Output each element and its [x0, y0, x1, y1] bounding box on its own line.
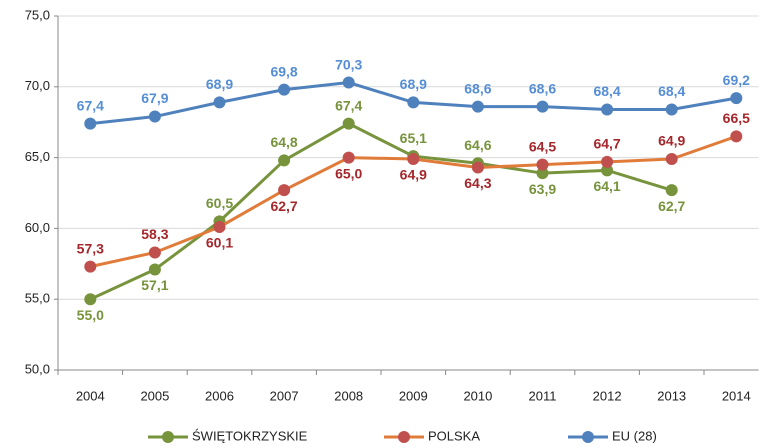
legend-label: POLSKA: [428, 428, 480, 443]
value-label: 68,4: [658, 83, 685, 99]
value-label: 65,1: [400, 130, 427, 146]
value-label: 60,5: [206, 195, 233, 211]
value-label: 57,3: [77, 240, 104, 256]
x-tick-label: 2013: [657, 388, 686, 403]
point: [407, 153, 420, 166]
point: [665, 103, 678, 116]
point: [84, 260, 97, 273]
value-label: 62,7: [270, 198, 297, 214]
legend-marker: [398, 431, 410, 443]
y-tick-label: 60,0: [25, 220, 50, 235]
point: [148, 263, 161, 276]
series-line: [89, 121, 673, 301]
x-tick-label: 2010: [463, 388, 492, 403]
value-label: 69,8: [270, 63, 297, 79]
point: [730, 92, 743, 105]
y-tick-label: 75,0: [25, 7, 50, 22]
x-tick-label: 2011: [529, 388, 557, 403]
y-tick-label: 55,0: [25, 291, 50, 306]
point: [665, 153, 678, 166]
value-label: 60,1: [206, 235, 233, 251]
point: [536, 158, 549, 171]
point: [148, 110, 161, 123]
point: [278, 83, 291, 96]
value-label: 66,5: [723, 110, 750, 126]
point: [407, 96, 420, 109]
point: [730, 130, 743, 143]
point: [471, 100, 484, 113]
value-label: 55,0: [77, 307, 104, 323]
value-label: 68,9: [206, 76, 233, 92]
legend-marker: [582, 431, 594, 443]
legend-label: EU (28): [612, 428, 657, 443]
value-label: 67,4: [77, 97, 104, 113]
point: [84, 293, 97, 306]
value-label: 64,6: [464, 137, 491, 153]
point: [342, 151, 355, 164]
value-label: 68,9: [400, 76, 427, 92]
x-tick-label: 2008: [334, 388, 363, 403]
point: [601, 155, 614, 168]
value-label: 64,9: [658, 133, 685, 149]
point: [213, 220, 226, 233]
y-tick-label: 50,0: [25, 361, 50, 376]
value-label: 70,3: [335, 56, 362, 72]
point: [84, 117, 97, 130]
value-label: 58,3: [141, 226, 168, 242]
point: [601, 164, 614, 177]
legend-marker: [162, 431, 174, 443]
value-label: 64,7: [593, 136, 620, 152]
value-label: 68,6: [464, 80, 491, 96]
point: [278, 184, 291, 197]
value-label: 64,9: [400, 167, 427, 183]
point: [213, 96, 226, 109]
value-label: 67,9: [141, 90, 168, 106]
legend-label: ŚWIĘTOKRZYSKIE: [192, 428, 308, 443]
x-tick-label: 2012: [593, 388, 622, 403]
point: [536, 167, 549, 180]
point: [601, 103, 614, 116]
value-label: 64,5: [529, 138, 556, 154]
point: [342, 76, 355, 89]
value-label: 68,6: [529, 80, 556, 96]
x-tick-label: 2006: [205, 388, 234, 403]
x-tick-label: 2005: [140, 388, 169, 403]
y-tick-label: 65,0: [25, 149, 50, 164]
value-label: 69,2: [723, 72, 750, 88]
value-label: 65,0: [335, 165, 362, 181]
value-label: 64,1: [593, 178, 620, 194]
point: [471, 161, 484, 174]
point: [148, 246, 161, 259]
value-label: 67,4: [335, 97, 362, 113]
value-label: 64,3: [464, 175, 491, 191]
x-tick-label: 2007: [270, 388, 299, 403]
y-tick-label: 70,0: [25, 78, 50, 93]
point: [278, 154, 291, 167]
point: [342, 117, 355, 130]
point: [665, 184, 678, 197]
value-label: 63,9: [529, 181, 556, 197]
x-tick-label: 2009: [399, 388, 428, 403]
value-label: 64,8: [270, 134, 297, 150]
point: [536, 100, 549, 113]
x-tick-label: 2014: [722, 388, 751, 403]
value-label: 62,7: [658, 198, 685, 214]
value-label: 57,1: [141, 277, 168, 293]
x-tick-label: 2004: [76, 388, 105, 403]
value-label: 68,4: [593, 83, 620, 99]
